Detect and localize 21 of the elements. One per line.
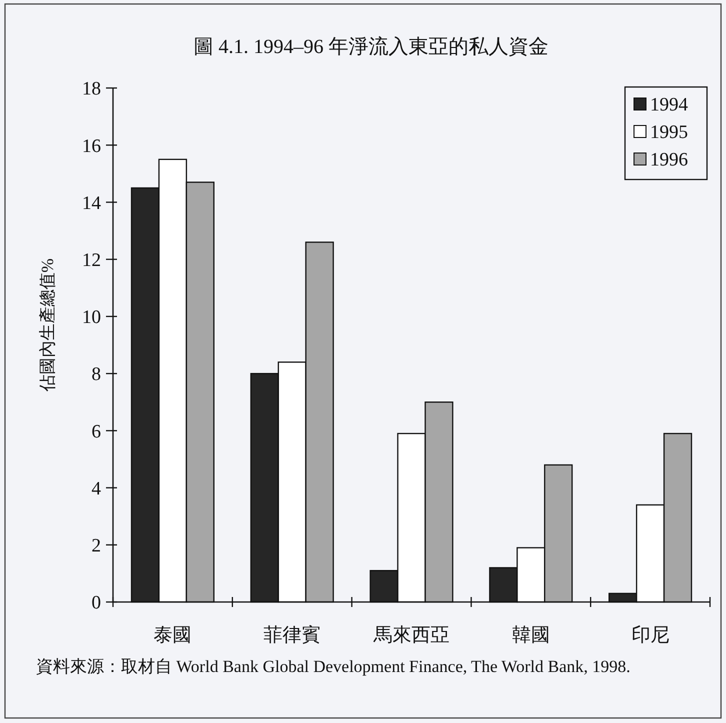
y-tick-label: 0 (92, 592, 101, 614)
y-tick-label: 18 (82, 78, 101, 100)
legend-label: 1994 (650, 94, 688, 116)
x-tick-label: 菲律賓 (264, 624, 321, 646)
y-tick-label: 16 (82, 136, 101, 157)
y-tick-label: 10 (82, 307, 101, 328)
y-tick-label: 2 (92, 536, 101, 557)
y-axis-title: 佔國內生產總值% (38, 258, 57, 393)
x-tick-label: 印尼 (631, 625, 670, 646)
y-tick-label: 8 (92, 364, 101, 386)
x-tick-label: 韓國 (512, 625, 550, 646)
legend-label: 1996 (650, 150, 688, 171)
legend-label: 1995 (650, 122, 688, 144)
source-note: 資料來源：取材自 World Bank Global Development Finance, The World Bank, 1998. (36, 657, 630, 676)
x-tick-label: 泰國 (154, 625, 192, 646)
y-tick-label: 14 (82, 192, 102, 214)
y-tick-label: 6 (92, 421, 101, 442)
x-tick-label: 馬來西亞 (372, 625, 450, 646)
y-tick-label: 4 (92, 478, 102, 500)
y-tick-label: 12 (82, 250, 101, 271)
chart-title: 圖 4.1. 1994–96 年淨流入東亞的私人資金 (194, 36, 548, 58)
